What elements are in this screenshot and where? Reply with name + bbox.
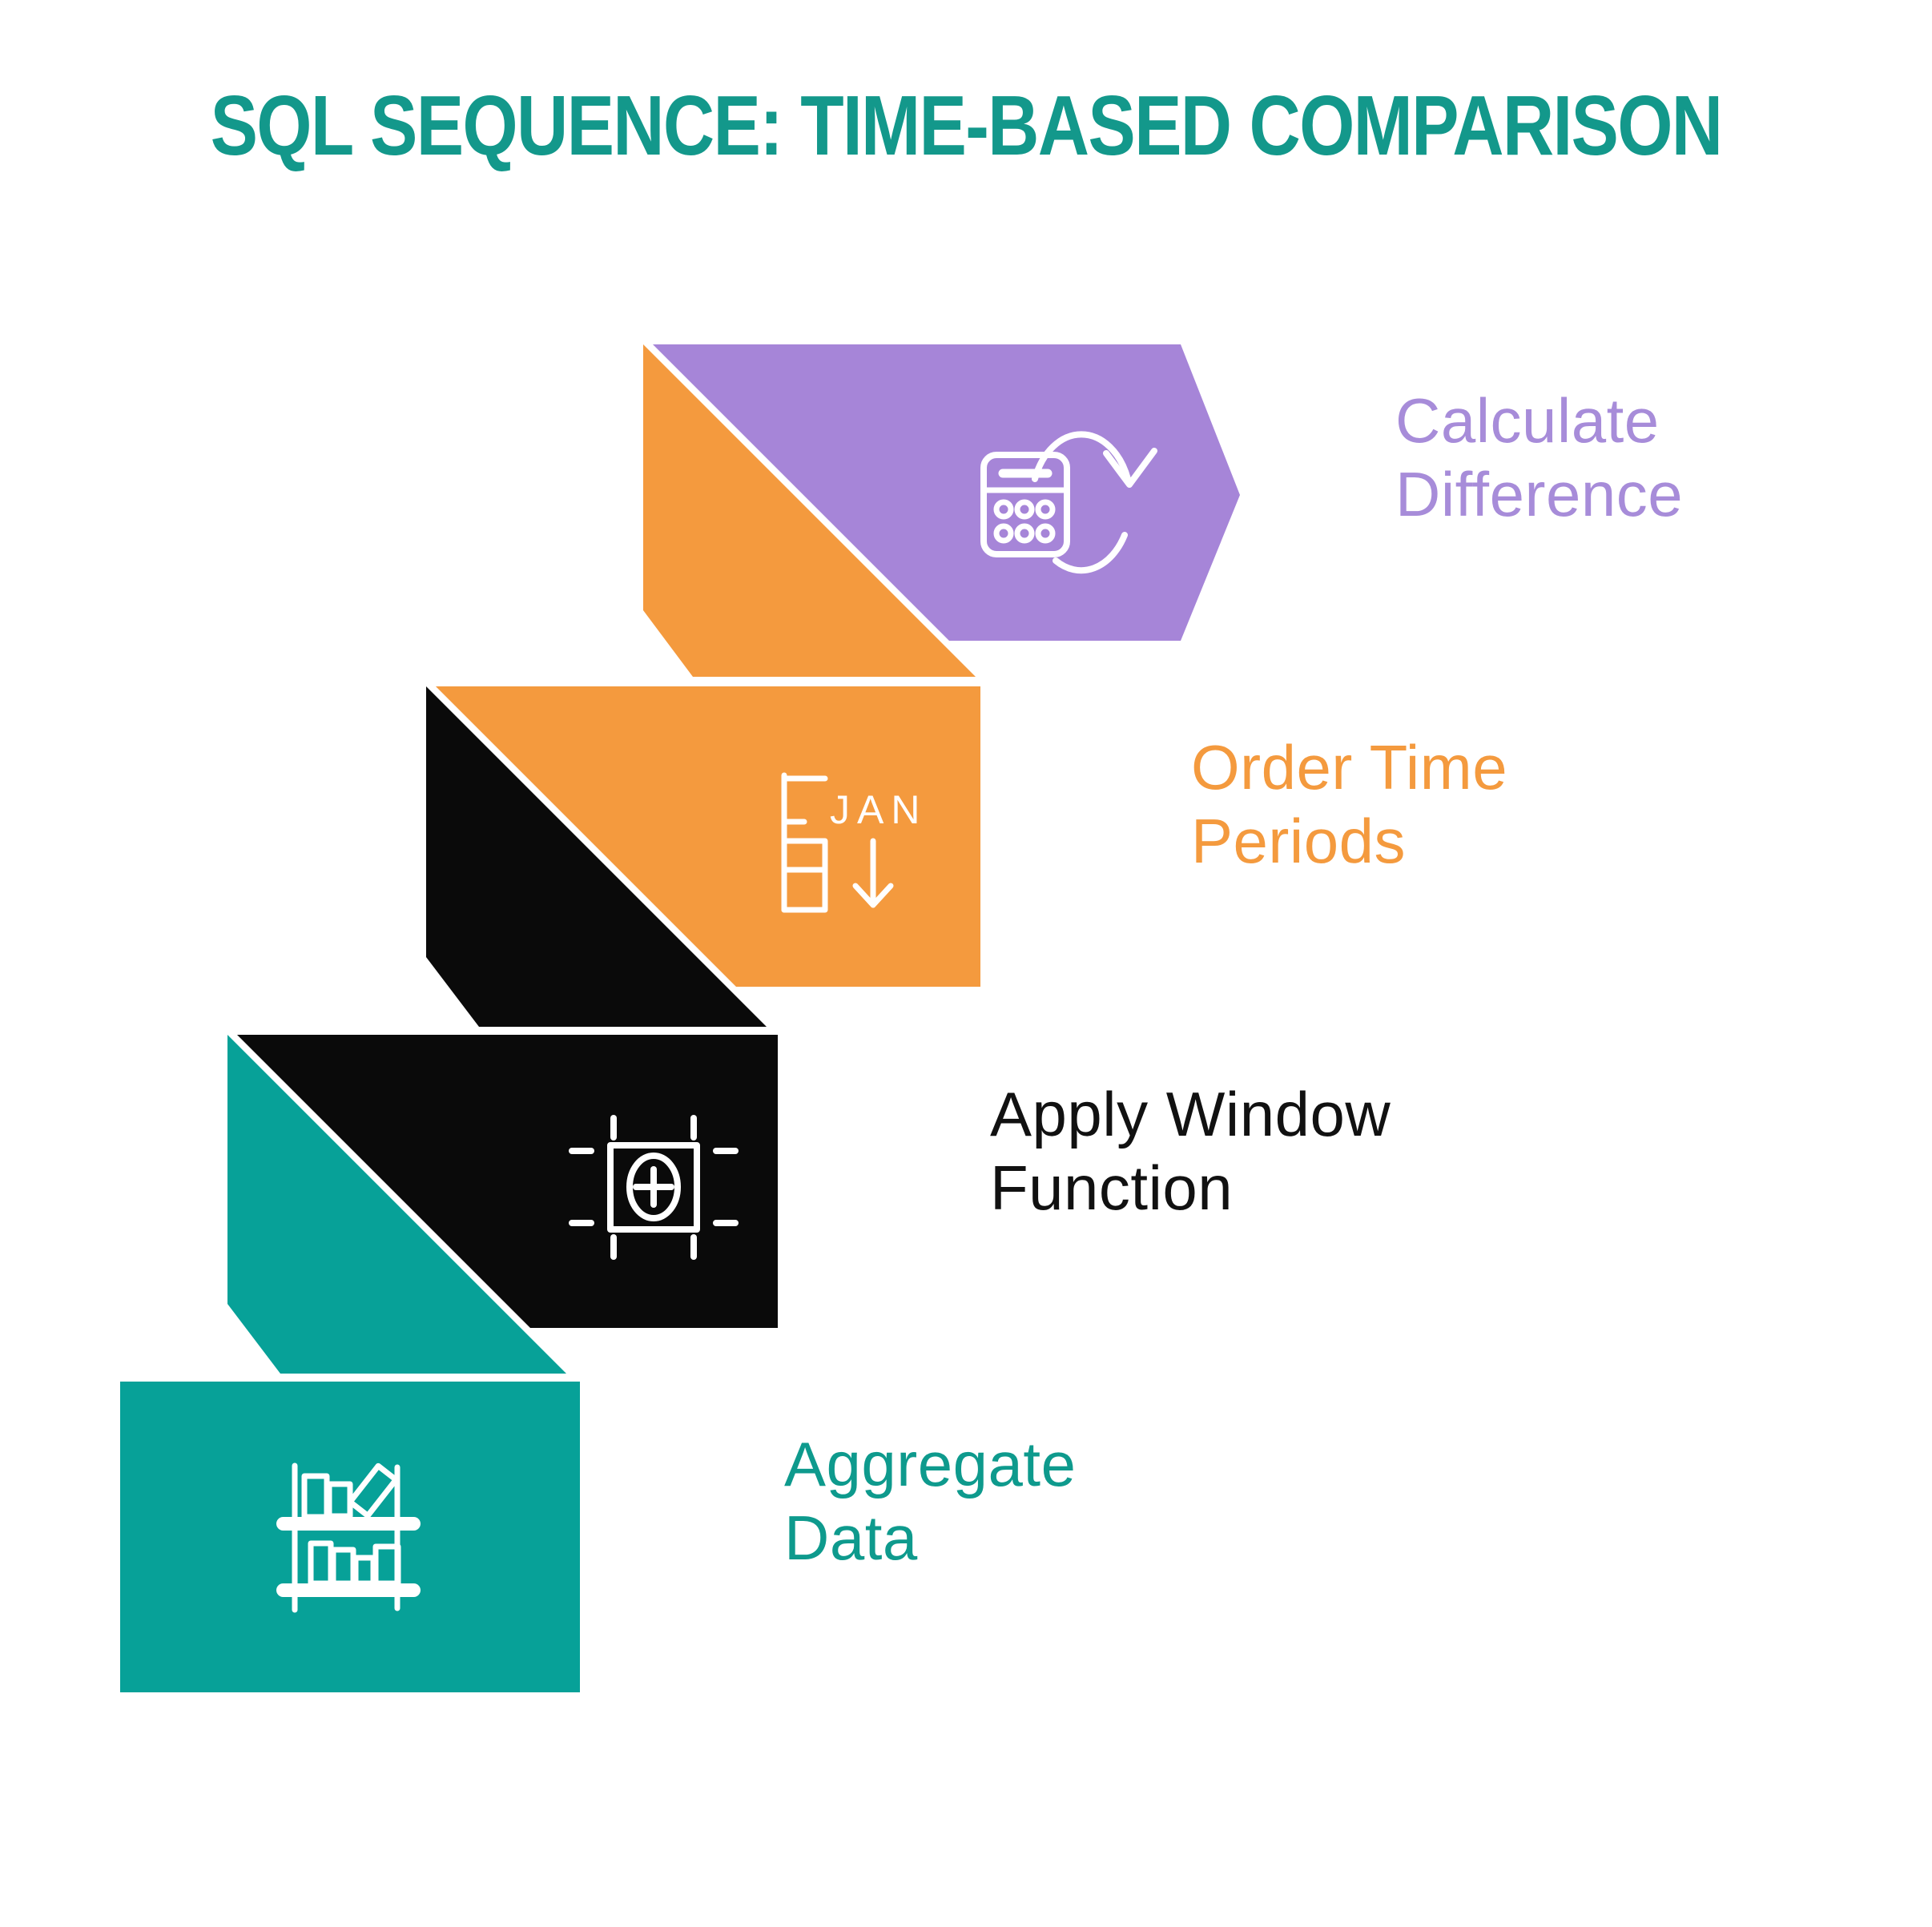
- step1-fold-shape: [643, 344, 976, 677]
- jan-month-text: JAN: [830, 787, 927, 832]
- step4-band-shape: [120, 1382, 580, 1692]
- step-apply-window-function: Apply Window Function: [227, 1035, 1391, 1374]
- step-aggregate-data: Aggregate Data: [120, 1382, 1076, 1692]
- step4-label-line2: Data: [784, 1503, 918, 1573]
- step2-label-line1: Order Time: [1191, 732, 1507, 803]
- step2-label-line2: Periods: [1191, 806, 1406, 876]
- step4-label-line1: Aggregate: [784, 1429, 1076, 1499]
- step1-label-line2: Difference: [1395, 459, 1683, 529]
- crop-frame-plus-icon: [569, 1115, 739, 1260]
- step3-label-line2: Function: [990, 1153, 1233, 1223]
- step3-label-line1: Apply Window: [990, 1079, 1391, 1149]
- step3-band-shape: [237, 1035, 778, 1328]
- calendar-jan-sort-icon: JAN: [781, 772, 927, 913]
- step-order-time-periods: JAN Order Time Periods: [426, 686, 1507, 1027]
- bookshelf-icon: [276, 1462, 421, 1613]
- step2-band-shape: [436, 686, 980, 987]
- step-calculate-difference: Calculate Difference: [643, 344, 1683, 677]
- step2-fold-shape: [426, 686, 767, 1027]
- page-title: SQL SEQUENCE: TIME-BASED COMPARISON: [211, 78, 1722, 173]
- step1-label-line1: Calculate: [1395, 385, 1660, 456]
- step3-fold-shape: [227, 1035, 566, 1374]
- calculator-refresh-icon: [980, 431, 1157, 574]
